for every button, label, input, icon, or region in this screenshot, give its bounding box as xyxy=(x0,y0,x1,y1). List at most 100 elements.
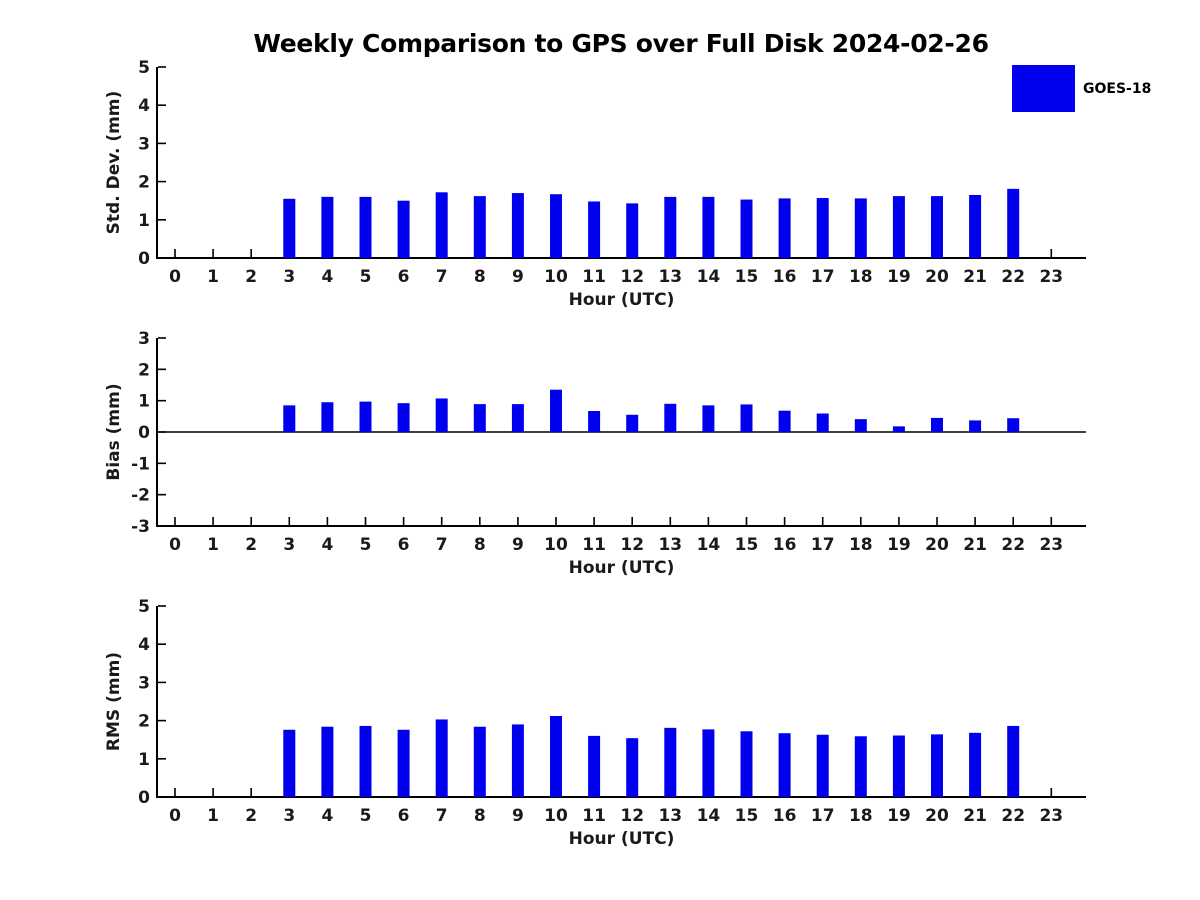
x-tick-label: 17 xyxy=(811,535,835,555)
y-tick-label: 5 xyxy=(138,597,150,617)
bar-hour-3 xyxy=(283,729,296,797)
bar-hour-22 xyxy=(1007,725,1020,797)
bar-hour-13 xyxy=(664,196,677,258)
bar-hour-14 xyxy=(702,196,715,258)
bar-hour-21 xyxy=(969,194,982,258)
x-tick-label: 13 xyxy=(658,806,682,826)
bar-hour-5 xyxy=(359,196,372,258)
x-tick-label: 4 xyxy=(321,806,333,826)
bar-hour-5 xyxy=(359,725,372,797)
y-tick-label: 0 xyxy=(138,788,150,808)
bar-hour-10 xyxy=(550,389,562,432)
bar-hour-18 xyxy=(854,198,867,258)
x-tick-label: 19 xyxy=(887,806,911,826)
axis-spines xyxy=(156,606,1086,798)
bar-hour-11 xyxy=(588,411,601,432)
x-tick-label: 14 xyxy=(697,535,721,555)
bar-hour-8 xyxy=(473,196,486,258)
x-tick-label: 10 xyxy=(544,806,568,826)
y-tick-label: 0 xyxy=(138,423,150,443)
bar-hour-12 xyxy=(626,414,639,432)
y-tick-label: 0 xyxy=(138,249,150,269)
x-tick-label: 20 xyxy=(925,535,949,555)
bar-hour-4 xyxy=(321,196,334,258)
x-tick-label: 9 xyxy=(512,806,524,826)
bar-hour-4 xyxy=(321,726,334,797)
x-tick-label: 0 xyxy=(169,535,181,555)
x-tick-label: 23 xyxy=(1039,535,1063,555)
axis-spines xyxy=(156,338,1086,527)
bar-hour-20 xyxy=(931,196,943,258)
x-tick-label: 21 xyxy=(963,535,987,555)
bar-hour-17 xyxy=(816,198,829,258)
bar-hour-9 xyxy=(511,404,524,432)
x-tick-label: 18 xyxy=(849,535,873,555)
x-tick-label: 22 xyxy=(1001,806,1025,826)
x-tick-label: 22 xyxy=(1001,535,1025,555)
x-tick-label: 3 xyxy=(283,267,295,287)
bar-hour-15 xyxy=(740,731,753,797)
x-tick-label: 16 xyxy=(773,535,797,555)
x-tick-label: 23 xyxy=(1039,806,1063,826)
x-tick-label: 2 xyxy=(245,806,257,826)
bar-hour-15 xyxy=(740,199,753,258)
x-tick-label: 1 xyxy=(207,806,219,826)
y-tick-label: 2 xyxy=(138,173,150,193)
bar-hour-18 xyxy=(854,736,867,797)
x-tick-label: 1 xyxy=(207,535,219,555)
bar-hour-20 xyxy=(931,417,943,432)
bar-hour-22 xyxy=(1007,418,1020,432)
x-tick-label: 17 xyxy=(811,267,835,287)
bar-hour-7 xyxy=(435,192,448,258)
y-tick-label: 3 xyxy=(138,329,150,349)
x-tick-label: 10 xyxy=(544,267,568,287)
x-tick-label: 2 xyxy=(245,535,257,555)
x-tick-label: 12 xyxy=(620,806,644,826)
bar-hour-19 xyxy=(892,735,905,797)
x-tick-label: 17 xyxy=(811,806,835,826)
x-tick-label: 8 xyxy=(474,267,486,287)
bar-hour-10 xyxy=(550,194,562,258)
x-tick-label: 21 xyxy=(963,806,987,826)
legend-swatch-goes18 xyxy=(1012,65,1075,112)
x-tick-label: 8 xyxy=(474,806,486,826)
bar-hour-6 xyxy=(397,729,410,797)
bar-hour-11 xyxy=(588,201,601,258)
x-tick-label: 18 xyxy=(849,806,873,826)
x-tick-label: 6 xyxy=(398,806,410,826)
y-tick-label: 2 xyxy=(138,712,150,732)
bar-hour-11 xyxy=(588,735,601,797)
x-tick-label: 3 xyxy=(283,806,295,826)
y-tick-label: 4 xyxy=(138,96,150,116)
x-tick-label: 15 xyxy=(735,267,759,287)
x-axis-label: Hour (UTC) xyxy=(569,290,675,310)
y-tick-label: 1 xyxy=(138,750,150,770)
bar-hour-20 xyxy=(931,734,943,797)
bar-hour-12 xyxy=(626,738,639,797)
x-tick-label: 12 xyxy=(620,535,644,555)
x-tick-label: 20 xyxy=(925,806,949,826)
bar-hour-10 xyxy=(550,716,562,797)
bar-hour-6 xyxy=(397,200,410,258)
bar-hour-16 xyxy=(778,198,791,258)
y-tick-label: 3 xyxy=(138,134,150,154)
x-tick-label: 15 xyxy=(735,806,759,826)
x-tick-label: 7 xyxy=(436,806,448,826)
x-tick-label: 5 xyxy=(360,806,372,826)
y-tick-label: -3 xyxy=(131,517,150,537)
x-tick-label: 20 xyxy=(925,267,949,287)
x-tick-label: 21 xyxy=(963,267,987,287)
legend: GOES-18 xyxy=(1012,65,1151,112)
bar-hour-4 xyxy=(321,402,334,432)
x-tick-label: 13 xyxy=(658,267,682,287)
bar-hour-13 xyxy=(664,727,677,797)
bar-hour-17 xyxy=(816,734,829,797)
y-axis-label: Std. Dev. (mm) xyxy=(104,91,124,235)
bar-hour-3 xyxy=(283,198,296,258)
x-tick-label: 9 xyxy=(512,535,524,555)
